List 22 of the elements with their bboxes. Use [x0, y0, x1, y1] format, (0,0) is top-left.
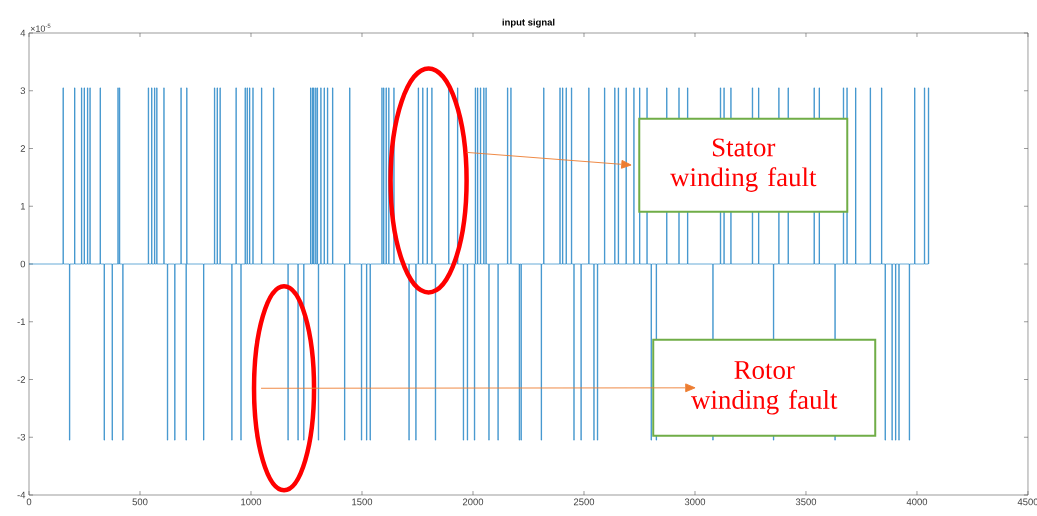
y-tick-label: 4 [20, 29, 26, 37]
y-tick-label: 0 [20, 260, 26, 268]
x-tick-label: 1500 [352, 498, 373, 506]
text: ×10$^{-5}$ [30, 23, 51, 32]
y-tick-label: 2 [20, 145, 26, 152]
x-tick-label: 1000 [241, 498, 262, 506]
x-tick-label: 3000 [684, 498, 706, 506]
y-tick-label: -4 [17, 491, 26, 499]
y-tick-label: -3 [17, 433, 26, 441]
x-tick-label: 3500 [795, 498, 817, 506]
annotation: Stator winding fault [670, 138, 817, 192]
annotation: Rotor winding fault [691, 361, 838, 415]
x-tick-label: 500 [132, 498, 148, 506]
y-tick-label: 3 [20, 87, 26, 95]
chart-title: input signal [502, 18, 555, 28]
x-tick-label: 2500 [573, 498, 595, 506]
x-tick-label: 2000 [462, 498, 484, 506]
x-tick-label: 0 [26, 498, 32, 506]
x-tick-label: 4000 [906, 498, 928, 506]
y-tick-label: -2 [17, 376, 26, 383]
y-tick-label: -1 [17, 318, 26, 326]
y-tick-label: 1 [20, 202, 26, 210]
